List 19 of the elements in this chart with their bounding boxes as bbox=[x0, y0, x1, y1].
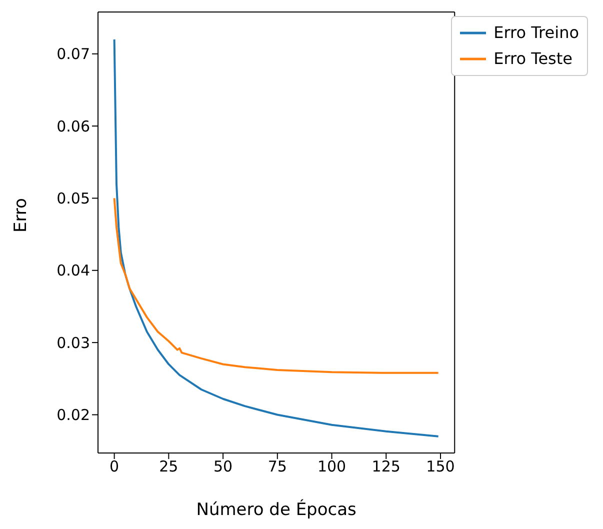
y-tick-label: 0.06 bbox=[56, 117, 90, 136]
x-tick-label: 0 bbox=[110, 458, 120, 476]
y-tick-label: 0.04 bbox=[56, 262, 90, 280]
x-tick-label: 25 bbox=[159, 458, 178, 476]
x-axis-title: Número de Épocas bbox=[196, 499, 357, 520]
x-tick-label: 125 bbox=[372, 458, 400, 476]
line-series bbox=[113, 197, 440, 374]
legend-label: Erro Teste bbox=[494, 48, 572, 70]
x-tick-label: 75 bbox=[268, 458, 287, 476]
y-axis-title: Erro bbox=[11, 198, 32, 232]
y-tick-label: 0.07 bbox=[56, 45, 90, 64]
x-tick-label: 100 bbox=[317, 458, 346, 476]
y-tick-label: 0.03 bbox=[56, 334, 90, 352]
line-series bbox=[113, 38, 440, 438]
y-tick-label: 0.05 bbox=[56, 190, 90, 208]
y-tick-label: 0.02 bbox=[56, 406, 90, 424]
legend-label: Erro Treino bbox=[494, 22, 579, 44]
x-tick-label: 50 bbox=[213, 458, 233, 476]
x-tick-label: 150 bbox=[426, 458, 455, 476]
